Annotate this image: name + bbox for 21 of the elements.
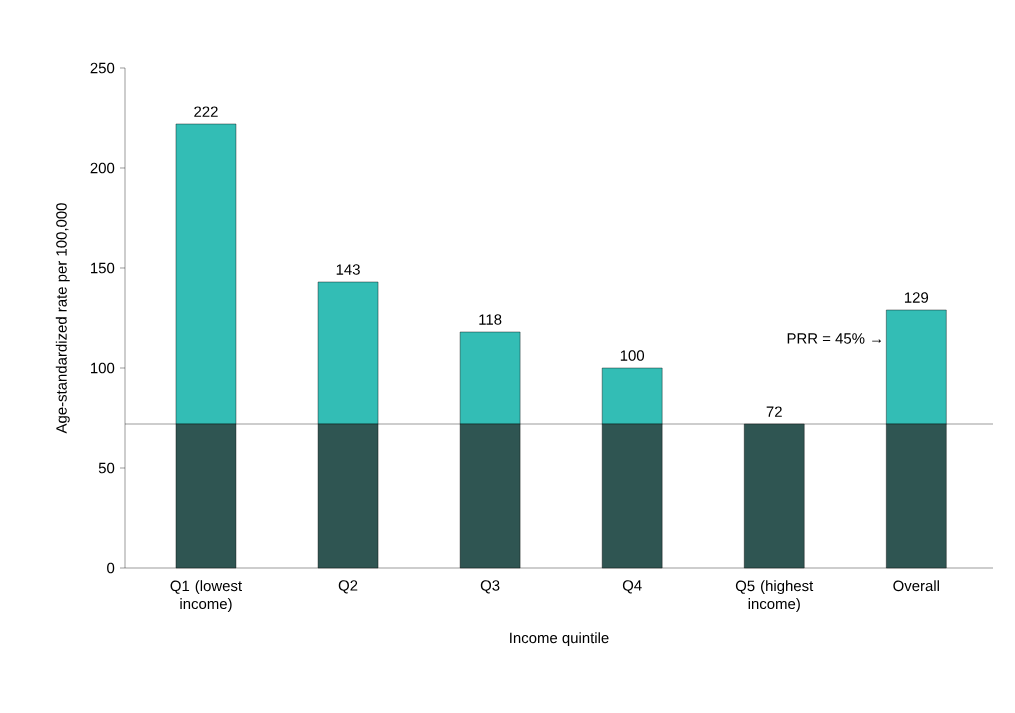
total-label: 100 xyxy=(620,350,645,361)
y-axis-title: Age-standardized rate per 100,000 xyxy=(55,203,70,434)
total-label: 118 xyxy=(479,314,502,325)
total-label: 72 xyxy=(766,406,782,417)
x-axis-title: Income quintile xyxy=(510,632,609,647)
y-tick-label: 0 xyxy=(107,562,115,574)
x-tick-label: Q4 xyxy=(622,580,642,594)
y-tick-label: 200 xyxy=(90,162,115,174)
y-tick-label: 100 xyxy=(91,362,115,374)
y-tick-label: 250 xyxy=(90,62,115,74)
x-tick-label: Q1 (lowest income) xyxy=(170,580,242,613)
x-tick-label: Q3 xyxy=(480,580,500,594)
y-tick-label: 50 xyxy=(98,462,115,474)
total-label: 222 xyxy=(194,106,218,117)
annotation: PRR = 45% → xyxy=(787,333,882,344)
x-tick-label: Overall xyxy=(893,580,939,592)
total-label: 143 xyxy=(336,264,360,275)
total-label: 129 xyxy=(904,292,929,303)
y-tick-label: 150 xyxy=(91,262,115,274)
x-tick-label: Q5 (highest income) xyxy=(735,580,814,613)
x-tick-label: Q2 xyxy=(338,580,358,594)
